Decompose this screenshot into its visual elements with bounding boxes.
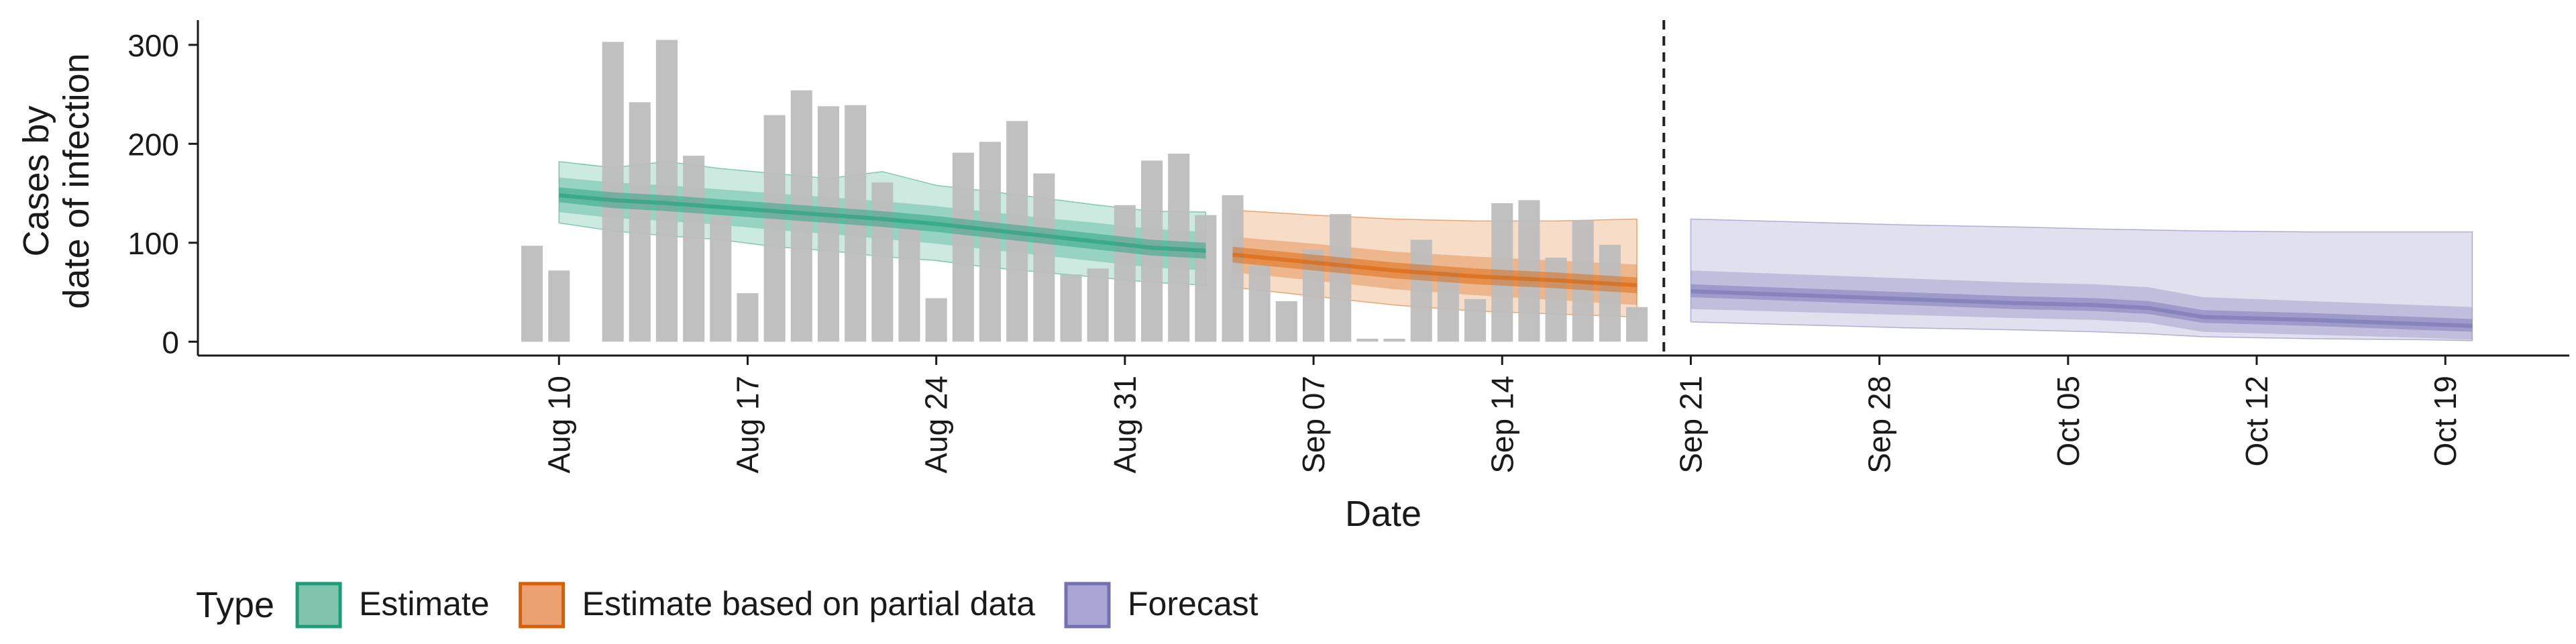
bar: [1599, 244, 1621, 342]
bar: [1330, 214, 1352, 342]
band-ci90-series-2: [1690, 218, 2473, 341]
x-tick-label: Sep 21: [1673, 376, 1708, 474]
bar: [629, 102, 651, 342]
bar: [1222, 195, 1244, 342]
x-tick-label: Aug 31: [1108, 376, 1142, 474]
y-tick-label: 100: [127, 226, 179, 261]
x-tick-label: Aug 10: [541, 376, 576, 474]
bar: [1275, 301, 1297, 342]
y-tick-label: 0: [162, 325, 179, 360]
bar: [1114, 205, 1136, 342]
x-tick-label: Sep 07: [1296, 376, 1331, 474]
x-tick-label: Sep 14: [1485, 376, 1519, 474]
bar: [817, 106, 839, 342]
bar: [1060, 274, 1082, 342]
legend-title: Type: [196, 585, 274, 625]
bar: [1626, 307, 1648, 342]
bar: [548, 270, 570, 342]
x-tick-label: Oct 19: [2428, 376, 2463, 467]
bar: [1383, 338, 1405, 342]
x-tick-label: Aug 17: [731, 376, 765, 474]
bar: [655, 40, 678, 342]
bar: [521, 246, 543, 342]
bar: [1518, 200, 1540, 342]
bar: [845, 105, 867, 342]
x-tick-label: Oct 12: [2239, 376, 2274, 467]
legend-swatch: [519, 582, 566, 629]
bar: [1437, 271, 1459, 342]
bar: [1141, 160, 1163, 342]
legend-label: Estimate based on partial data: [582, 585, 1036, 623]
bar: [790, 90, 812, 342]
legend-label: Estimate: [359, 585, 490, 623]
bar: [1356, 338, 1379, 342]
y-axis-label-line-2: date of infection: [56, 53, 97, 309]
legend-swatch: [1064, 582, 1111, 629]
bar: [1248, 265, 1271, 342]
bar: [925, 298, 947, 342]
bar: [710, 216, 732, 342]
bar: [871, 182, 894, 342]
y-axis-label-line-1: Cases by: [16, 105, 56, 256]
legend-swatch: [295, 582, 342, 629]
x-tick-label: Oct 05: [2051, 376, 2086, 467]
bar: [763, 115, 786, 342]
median-line-series-2: [1690, 289, 2473, 328]
x-tick-label: Aug 24: [919, 376, 954, 474]
bar: [602, 42, 624, 342]
bar: [979, 142, 1001, 342]
bar: [1410, 239, 1432, 342]
bar: [683, 156, 705, 342]
bar: [1464, 299, 1487, 342]
y-tick-label: 300: [127, 28, 179, 63]
x-axis-label: Date: [1345, 494, 1421, 534]
y-tick-label: 200: [127, 127, 179, 162]
band-ci20-series-1: [1232, 246, 1638, 294]
legend-label: Forecast: [1128, 585, 1258, 623]
bar: [952, 152, 974, 342]
bar: [1545, 258, 1567, 342]
median-bands: [559, 187, 2473, 332]
bar: [898, 227, 920, 342]
bar: [1033, 173, 1055, 342]
bar: [1491, 203, 1513, 342]
legend: Type Estimate Estimate based on partial d…: [196, 582, 1258, 629]
bar: [1087, 268, 1109, 342]
y-axis-ticks: 0 100 200 300: [127, 28, 198, 360]
bar: [1195, 215, 1217, 342]
x-tick-label: Sep 28: [1862, 376, 1897, 474]
median-line-series-0: [559, 193, 1206, 253]
bar: [737, 293, 759, 342]
x-axis-ticks: Aug 10 Aug 17 Aug 24 Aug 31 Sep 07 Sep 14 Sep …: [541, 356, 2463, 474]
median-line-series-1: [1232, 252, 1638, 288]
